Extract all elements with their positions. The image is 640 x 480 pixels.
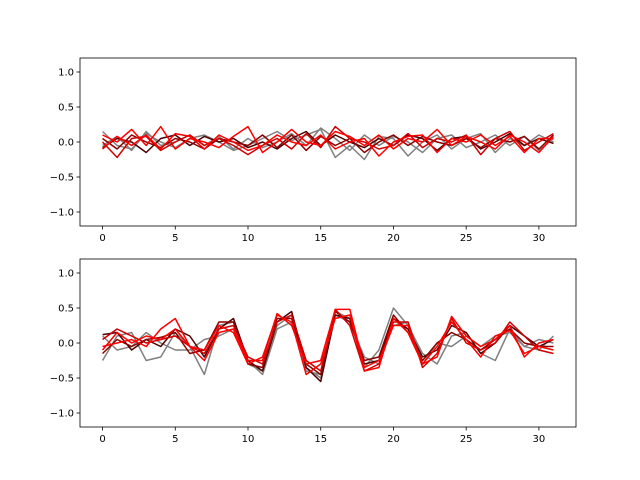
y-tick-label: −1.0	[50, 409, 74, 420]
y-tick-label: 0.0	[58, 138, 74, 149]
y-tick-label: 0.5	[58, 103, 74, 114]
series-group	[101, 307, 554, 383]
y-tick-label: 1.0	[58, 68, 74, 79]
series-group	[102, 125, 555, 161]
x-tick-label: 5	[172, 233, 178, 244]
x-tick-label: 25	[460, 233, 473, 244]
series-line-6	[102, 125, 555, 154]
x-tick-label: 10	[242, 233, 255, 244]
series-line-6	[102, 308, 554, 369]
x-tick-label: 30	[533, 434, 546, 445]
y-tick-label: −1.0	[50, 208, 74, 219]
y-tick-label: −0.5	[50, 173, 74, 184]
subplot-bottom: 0 5 10 15 20 25 30 −1.0 −0.5 0.0 0.5 1.0	[50, 258, 577, 445]
series-line-5	[102, 125, 554, 159]
x-tick-label: 20	[387, 434, 400, 445]
y-tick-label: −0.5	[50, 374, 74, 385]
x-tick-label: 25	[460, 434, 473, 445]
subplot-top: 0 5 10 15 20 25 30 −1.0 −0.5 0.0 0.5 1.0	[50, 57, 577, 244]
series-line-7	[102, 132, 554, 157]
series-line-1	[102, 128, 554, 161]
series-line-3	[102, 310, 554, 383]
x-tick-label: 0	[99, 434, 105, 445]
x-tick-label: 5	[172, 434, 178, 445]
x-tick-label: 15	[314, 233, 327, 244]
series-line-7	[101, 314, 554, 376]
x-tick-label: 10	[242, 434, 255, 445]
y-tick-label: 0.5	[58, 304, 74, 315]
x-tick-label: 20	[387, 233, 400, 244]
x-tick-label: 0	[99, 233, 105, 244]
y-tick-label: 1.0	[58, 269, 74, 280]
x-tick-label: 15	[314, 434, 327, 445]
y-tick-label: 0.0	[58, 339, 74, 350]
x-tick-label: 30	[533, 233, 546, 244]
series-line-4	[102, 134, 554, 154]
